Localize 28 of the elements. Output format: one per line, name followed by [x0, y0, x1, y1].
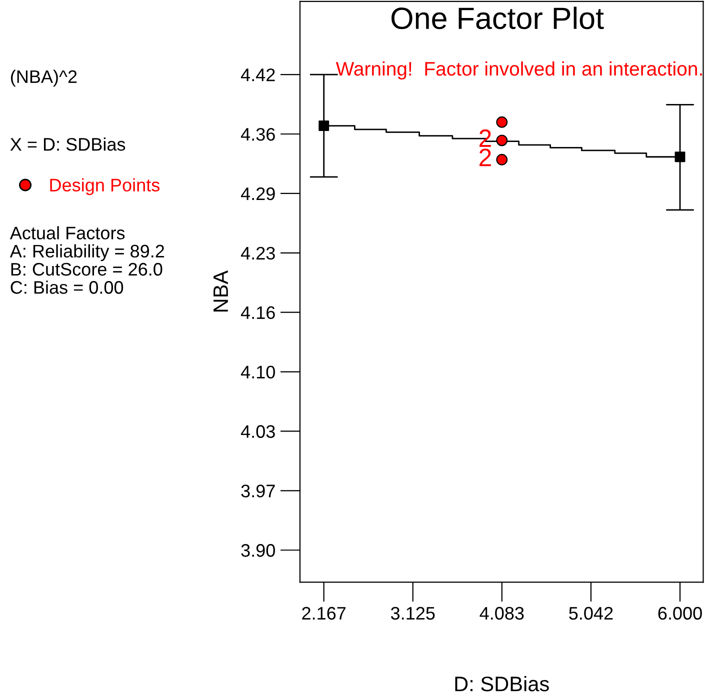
x-tick-label: 5.042 [569, 606, 613, 620]
x-tick-label: 3.125 [390, 606, 435, 620]
y-tick-label: 4.42 [240, 68, 275, 82]
point [674, 152, 686, 162]
y-tick-label: 4.23 [240, 246, 275, 260]
legend-label: Design Points [50, 178, 160, 196]
y-tick-label: 4.36 [240, 128, 275, 141]
x-tick-label: 2.167 [302, 606, 346, 620]
annotation: 2 [480, 148, 491, 166]
x-axis-title: D: SDBias [455, 676, 549, 692]
text: (NBA)^2 [10, 70, 77, 87]
text: Actual Factors A: Reliability = 89.2 B: CutScore = 26.0 C: Bias = 0.00 [10, 226, 164, 294]
x-tick-label: 6.000 [658, 606, 702, 620]
x-tick-label: 4.083 [480, 606, 524, 620]
y-tick-label: 4.16 [240, 306, 275, 320]
point [318, 120, 330, 131]
point [496, 116, 508, 128]
y-tick-label: 3.97 [241, 484, 275, 498]
y-tick-label: 4.29 [240, 187, 275, 200]
chart-title: One Factor Plot [391, 6, 604, 30]
y-axis-title: NBA [214, 270, 228, 312]
y-tick-label: 4.03 [240, 425, 275, 438]
point [496, 154, 508, 166]
y-tick-label: 3.90 [241, 544, 275, 557]
text: X = D: SDBias [10, 138, 126, 151]
point [496, 134, 508, 146]
annotation: Warning! Factor involved in an interaction. [336, 61, 702, 80]
y-tick-label: 4.10 [240, 366, 275, 379]
